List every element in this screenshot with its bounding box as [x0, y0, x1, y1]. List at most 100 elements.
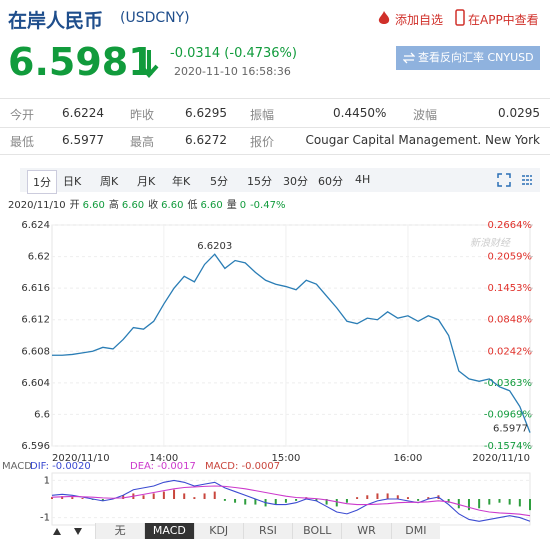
- macd-bar: [61, 496, 64, 499]
- macd-bar: [244, 499, 247, 505]
- legend-entry: DIF: -0.0020: [30, 461, 91, 472]
- watermark: 新浪财经: [470, 237, 511, 249]
- add-watchlist[interactable]: 添加自选: [395, 13, 444, 27]
- indicator-line: [51, 485, 531, 517]
- stat-label: 最高: [130, 135, 155, 149]
- title: 在岸人民币: [8, 10, 104, 32]
- y2-tick-label: 0.2059%: [488, 252, 533, 263]
- macd-bar: [529, 499, 531, 511]
- period-tab[interactable]: 5分: [210, 175, 228, 188]
- stats-row: 今开 6.6224 昨收 6.6295 振幅 0.4450% 波幅 0.0295: [0, 98, 550, 128]
- macd-bar: [295, 499, 298, 501]
- y-tick-label: 6.616: [21, 283, 50, 294]
- y-tick-label: 6.6: [34, 409, 50, 420]
- macd-bar: [406, 497, 409, 499]
- indicator-tab[interactable]: BOLL: [292, 523, 342, 539]
- reverse-rate-button[interactable]: 查看反向汇率 CNYUSD: [396, 46, 540, 70]
- stat-label: 最低: [10, 135, 35, 149]
- macd-bar: [254, 499, 257, 505]
- period-tab[interactable]: 1分: [27, 170, 57, 194]
- period-tab[interactable]: 15分: [247, 175, 272, 188]
- period-tab[interactable]: 年K: [172, 175, 191, 188]
- stat-value: 6.6272: [185, 133, 227, 147]
- macd-bar: [274, 499, 277, 505]
- stat-value: 0.4450%: [333, 106, 387, 120]
- macd-bar: [223, 499, 226, 501]
- y-tick-label: 1: [44, 475, 50, 486]
- info-value: 0: [239, 200, 247, 211]
- y-tick-label: 6.596: [21, 441, 50, 452]
- scroll-buttons[interactable]: [50, 525, 90, 539]
- y2-tick-label: -0.0969%: [484, 409, 532, 420]
- change: -0.0314 (-0.4736%): [170, 46, 297, 61]
- settings-icon[interactable]: [520, 173, 534, 187]
- indicator-tab[interactable]: 无: [95, 523, 145, 539]
- open-app[interactable]: 在APP中查看: [468, 13, 539, 27]
- macd-bar: [345, 499, 348, 503]
- price-line: [52, 253, 531, 433]
- max-label: 6.6203: [197, 241, 232, 252]
- fullscreen-icon[interactable]: [497, 173, 511, 187]
- info-value: 6.60: [161, 200, 184, 211]
- macd-bar: [81, 498, 84, 499]
- macd-bar: [498, 499, 501, 503]
- period-tab[interactable]: 日K: [63, 175, 82, 188]
- legend-entry: MACD: -0.0007: [205, 461, 280, 472]
- info-label: 收: [148, 200, 159, 211]
- stat-value: 6.6295: [185, 106, 227, 120]
- macd-bar: [478, 499, 481, 509]
- x-tick-label: 15:00: [272, 453, 301, 464]
- indicator-tabs: 无 MACD KDJ RSI BOLL WR DMI: [95, 523, 440, 539]
- indicator-tab[interactable]: DMI: [390, 523, 440, 539]
- macd-bar: [518, 499, 521, 507]
- indicator-tab[interactable]: RSI: [242, 523, 293, 539]
- period-tab[interactable]: 月K: [137, 175, 156, 188]
- period-tab[interactable]: 60分: [318, 175, 343, 188]
- stat-value: 6.6224: [62, 106, 104, 120]
- time: 2020-11-10 16:58:36: [174, 65, 291, 78]
- indicator-tab[interactable]: MACD: [144, 523, 194, 539]
- macd-bar: [122, 495, 125, 499]
- macd-bar: [284, 499, 287, 503]
- stat-label: 振幅: [250, 108, 275, 122]
- x-tick-label: 2020/11/10: [472, 453, 530, 464]
- ohlc-info: 2020/11/10 开 6.60 高 6.60 收 6.60 低 6.60 量 0 -0.47%: [8, 196, 285, 211]
- price: 6.5981: [8, 40, 155, 84]
- indicator-line: [51, 479, 531, 522]
- y-tick-label: 6.612: [21, 315, 50, 326]
- macd-bar: [427, 497, 430, 499]
- y2-tick-label: -0.0363%: [484, 378, 532, 389]
- y-tick-label: 6.62: [28, 252, 50, 263]
- y-tick-label: 6.624: [21, 220, 50, 231]
- legend-entry: DEA: -0.0017: [130, 461, 196, 472]
- stat-label: 昨收: [130, 108, 155, 122]
- stat-label: 今开: [10, 108, 35, 122]
- macd-bar: [325, 499, 328, 505]
- macd-bar: [508, 499, 511, 505]
- period-tab[interactable]: 4H: [355, 173, 371, 186]
- indicator-tab[interactable]: WR: [341, 523, 391, 539]
- info-value: 6.60: [200, 200, 223, 211]
- fire-icon: [378, 11, 390, 24]
- macd-bar: [142, 495, 145, 499]
- stat-value: Cougar Capital Management. New York: [305, 133, 540, 147]
- min-label: 6.5977: [493, 424, 528, 435]
- y2-tick-label: 0.0242%: [488, 346, 533, 357]
- info-date: 2020/11/10: [8, 200, 66, 211]
- macd-bar: [457, 499, 460, 509]
- macd-bar: [71, 497, 74, 499]
- y-tick-label: 6.604: [21, 378, 50, 389]
- indicator-tab[interactable]: KDJ: [193, 523, 243, 539]
- period-tab[interactable]: 30分: [283, 175, 308, 188]
- macd-bar: [467, 499, 470, 511]
- info-label: 开: [69, 200, 80, 211]
- phone-icon: [455, 9, 465, 26]
- info-label: 低: [187, 200, 198, 211]
- info-label: 量: [226, 200, 237, 211]
- macd-bar: [396, 495, 399, 499]
- period-tab[interactable]: 周K: [100, 175, 119, 188]
- code: (USDCNY): [120, 10, 190, 26]
- macd-bar: [417, 499, 420, 501]
- y2-tick-label: -0.1574%: [484, 441, 532, 452]
